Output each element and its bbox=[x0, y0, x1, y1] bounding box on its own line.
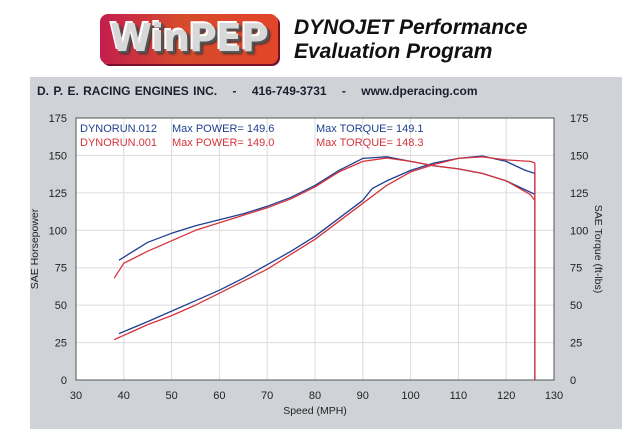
legend: DYNORUN.012 Max POWER= 149.6 Max TORQUE=… bbox=[80, 123, 424, 149]
series-line-4 bbox=[113, 157, 536, 279]
y-tick-label: 75 bbox=[55, 263, 67, 275]
x-tick-label: 50 bbox=[165, 390, 177, 402]
x-axis-label: Speed (MPH) bbox=[283, 405, 347, 417]
y-axis-ticks: 0 25 50 75 100 125 150 175 bbox=[49, 113, 67, 387]
y-tick-label: 150 bbox=[49, 150, 67, 162]
y-tick-label: 125 bbox=[49, 188, 67, 200]
legend-run-1-power: Max POWER= 149.6 bbox=[172, 123, 274, 135]
company-phone: 416-749-3731 bbox=[251, 84, 327, 98]
subtitle-line-2: Evaluation Program bbox=[294, 40, 493, 63]
y2-tick-label: 125 bbox=[570, 188, 588, 200]
y-tick-label: 100 bbox=[49, 225, 67, 237]
y2-tick-label: 25 bbox=[570, 338, 582, 350]
y-tick-label: 0 bbox=[61, 375, 67, 387]
y2-tick-label: 75 bbox=[570, 263, 582, 275]
y-tick-label: 25 bbox=[55, 338, 67, 350]
legend-run-1-torque: Max TORQUE= 149.1 bbox=[316, 123, 424, 135]
legend-run-1-name: DYNORUN.012 bbox=[80, 123, 157, 135]
x-axis-ticks: 30 40 50 60 70 80 90 100 110 120 130 bbox=[70, 390, 563, 402]
x-tick-label: 110 bbox=[450, 390, 468, 402]
x-tick-label: 70 bbox=[261, 390, 273, 402]
y2-tick-label: 100 bbox=[570, 225, 588, 237]
company-website: www.dperacing.com bbox=[361, 84, 478, 98]
series-line-3 bbox=[113, 156, 536, 341]
series-layer bbox=[113, 155, 536, 380]
x-tick-label: 100 bbox=[401, 390, 419, 402]
y-axis-label: SAE Horsepower bbox=[29, 208, 41, 289]
legend-run-2-torque: Max TORQUE= 148.3 bbox=[316, 137, 424, 149]
x-tick-label: 120 bbox=[497, 390, 515, 402]
logo-text: WinPEP bbox=[110, 16, 269, 60]
x-tick-label: 90 bbox=[357, 390, 369, 402]
header-separator: - bbox=[341, 84, 346, 98]
x-tick-label: 80 bbox=[309, 390, 321, 402]
winpep-logo: WinPEP bbox=[100, 14, 278, 64]
x-tick-label: 40 bbox=[118, 390, 130, 402]
program-subtitle: DYNOJET Performance Evaluation Program bbox=[294, 16, 527, 64]
y-tick-label: 50 bbox=[55, 300, 67, 312]
y2-axis-label: SAE Torque (ft-lbs) bbox=[592, 205, 604, 294]
legend-run-2-power: Max POWER= 149.0 bbox=[172, 137, 274, 149]
x-tick-label: 130 bbox=[545, 390, 563, 402]
y2-axis-ticks: 0 25 50 75 100 125 150 175 bbox=[570, 113, 588, 387]
y2-tick-label: 0 bbox=[570, 375, 576, 387]
x-tick-label: 30 bbox=[70, 390, 82, 402]
company-name: D. P. E. RACING ENGINES INC. bbox=[37, 84, 218, 98]
subtitle-line-1: DYNOJET Performance bbox=[294, 16, 528, 39]
x-tick-label: 60 bbox=[213, 390, 225, 402]
company-header: D. P. E. RACING ENGINES INC. - 416-749-3… bbox=[37, 84, 615, 98]
y2-tick-label: 175 bbox=[570, 113, 588, 125]
y2-tick-label: 150 bbox=[570, 150, 588, 162]
y-tick-label: 175 bbox=[49, 113, 67, 125]
plot-border bbox=[75, 117, 555, 381]
legend-run-2-name: DYNORUN.001 bbox=[80, 137, 157, 149]
header-separator: - bbox=[232, 84, 237, 98]
series-line-1 bbox=[118, 155, 536, 335]
y2-tick-label: 50 bbox=[570, 300, 582, 312]
logo-background bbox=[100, 14, 278, 64]
